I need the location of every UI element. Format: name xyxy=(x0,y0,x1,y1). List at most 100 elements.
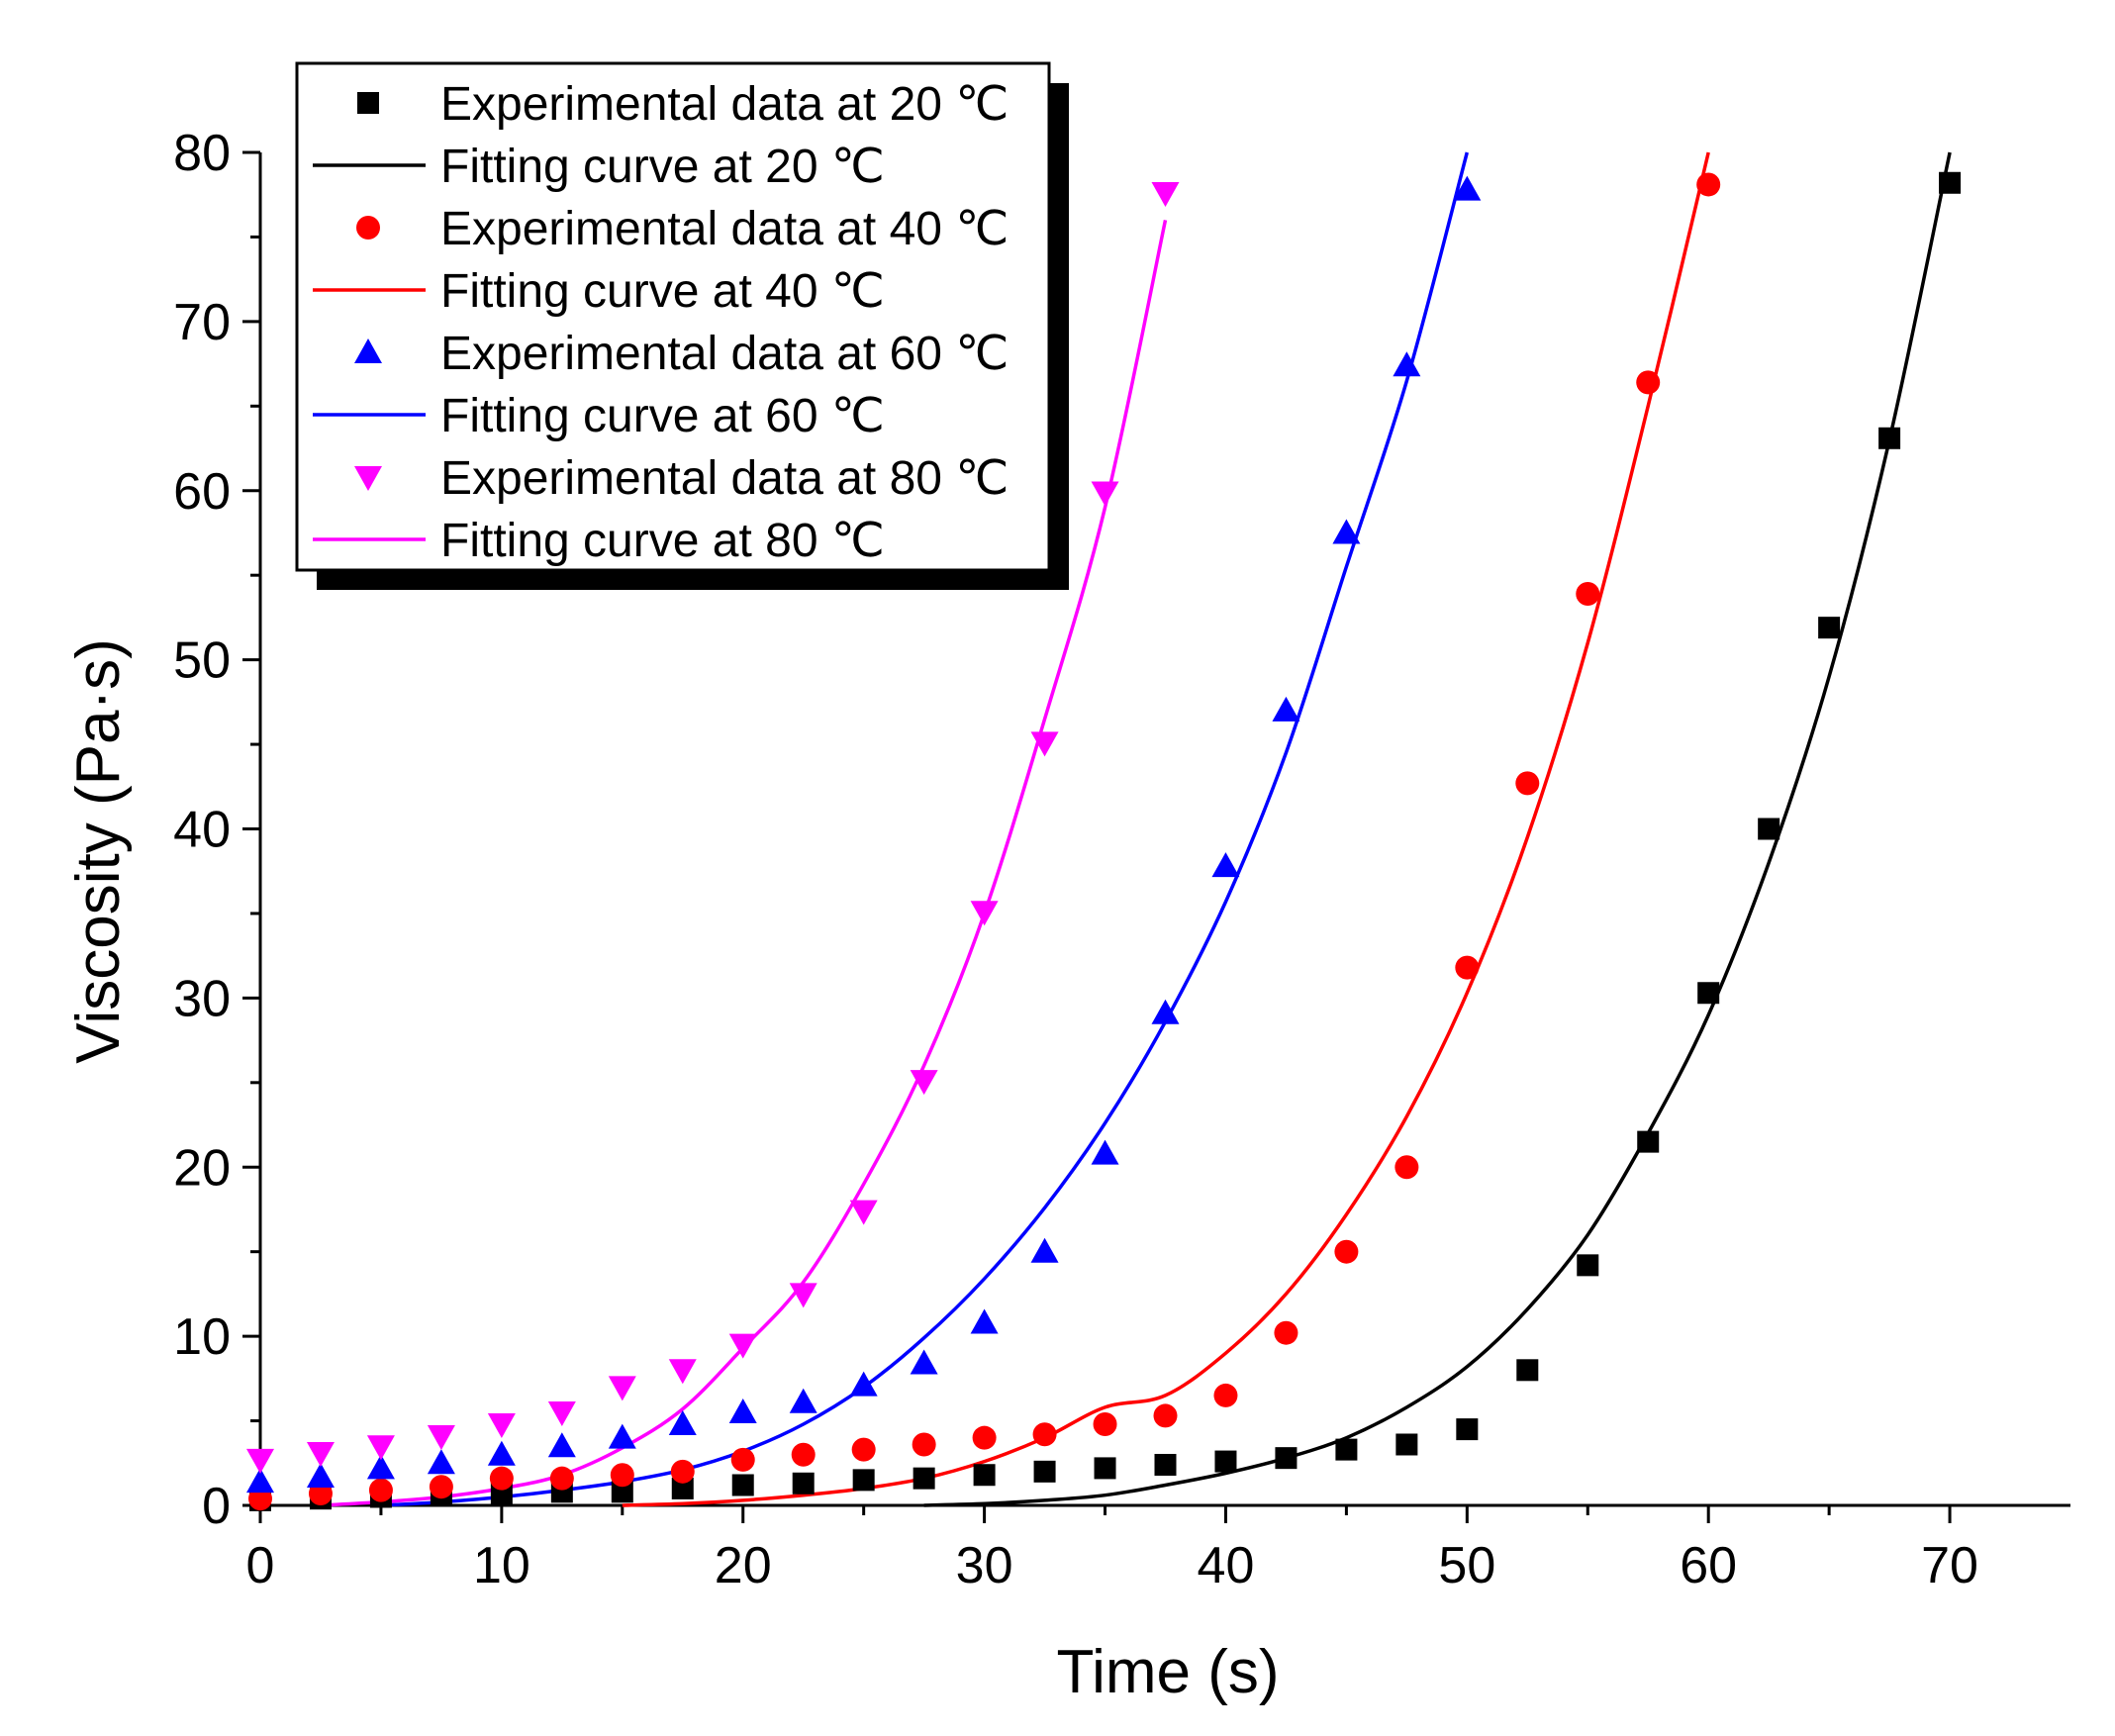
legend-entry-label: Fitting curve at 60 ℃ xyxy=(440,390,885,442)
x-axis-title: Time (s) xyxy=(1057,1638,1280,1706)
data-point xyxy=(1033,1460,1056,1483)
data-point xyxy=(1151,182,1180,208)
data-point xyxy=(427,1449,455,1475)
data-point xyxy=(1758,818,1780,840)
legend-marker-swatch xyxy=(354,466,382,491)
data-point xyxy=(1576,581,1600,606)
data-point xyxy=(910,1070,938,1096)
data-point xyxy=(1696,172,1721,197)
legend-entry-label: Experimental data at 60 ℃ xyxy=(440,328,1009,380)
legend-entry-label: Experimental data at 80 ℃ xyxy=(440,452,1009,505)
data-point xyxy=(1453,175,1482,201)
data-point xyxy=(368,1478,393,1502)
data-point xyxy=(306,1442,335,1468)
data-point xyxy=(791,1442,816,1467)
data-point xyxy=(1878,427,1901,449)
data-point xyxy=(970,1308,999,1334)
data-point xyxy=(487,1440,516,1466)
data-point xyxy=(1151,999,1180,1024)
data-point xyxy=(1577,1254,1599,1277)
x-tick-label: 20 xyxy=(715,1537,772,1594)
data-point xyxy=(1275,1447,1298,1470)
data-point xyxy=(668,1409,697,1435)
data-point xyxy=(1394,1155,1419,1180)
data-point xyxy=(366,1435,395,1461)
data-point xyxy=(246,1468,274,1494)
data-point xyxy=(1274,1320,1298,1345)
y-tick-label: 10 xyxy=(173,1308,231,1366)
y-tick-label: 0 xyxy=(202,1478,231,1535)
data-point xyxy=(1455,955,1480,980)
data-point xyxy=(611,1481,633,1503)
y-tick-label: 60 xyxy=(173,463,231,521)
data-point xyxy=(1697,982,1720,1005)
data-point xyxy=(1395,1433,1418,1456)
data-point xyxy=(1091,481,1119,507)
data-point xyxy=(1516,1359,1539,1382)
y-tick-label: 50 xyxy=(173,632,231,690)
data-point xyxy=(1636,370,1661,395)
data-point xyxy=(970,901,999,926)
data-point xyxy=(789,1283,817,1308)
data-point xyxy=(913,1467,935,1490)
fitting-curve-line xyxy=(380,151,1469,1507)
data-point xyxy=(1939,171,1962,194)
data-point xyxy=(487,1412,516,1438)
tick-labels: 0 10 20 30 40 50 60 70 0 10 20 30 40 50 60 70 80 xyxy=(173,125,1978,1594)
y-tick-label: 30 xyxy=(173,970,231,1027)
data-point xyxy=(547,1401,576,1427)
data-point xyxy=(246,1448,274,1474)
data-point xyxy=(668,1359,697,1385)
data-point xyxy=(1335,1438,1358,1461)
legend-marker-swatch xyxy=(354,338,382,363)
data-point xyxy=(671,1477,694,1499)
data-point xyxy=(1515,771,1540,796)
data-point xyxy=(1094,1457,1116,1480)
data-point xyxy=(248,1487,272,1511)
x-tick-label: 50 xyxy=(1438,1537,1495,1594)
data-point xyxy=(1030,1237,1059,1263)
data-points xyxy=(246,171,1962,1511)
x-tick-label: 60 xyxy=(1680,1537,1737,1594)
data-point xyxy=(1211,852,1240,878)
fitting-curve-line xyxy=(923,151,1952,1507)
legend-box xyxy=(295,61,1051,572)
legend-entry-label: Fitting curve at 20 ℃ xyxy=(440,141,885,193)
data-point xyxy=(1032,1422,1057,1447)
data-point xyxy=(849,1200,878,1225)
data-point xyxy=(731,1474,754,1496)
data-point xyxy=(728,1333,757,1359)
data-point xyxy=(366,1454,395,1480)
data-point xyxy=(1213,1383,1238,1407)
legend-entry-label: Fitting curve at 40 ℃ xyxy=(440,265,885,318)
data-point xyxy=(789,1388,817,1413)
x-tick-label: 40 xyxy=(1198,1537,1255,1594)
data-point xyxy=(851,1437,876,1462)
data-point xyxy=(972,1425,997,1450)
data-point xyxy=(1214,1450,1237,1473)
data-point xyxy=(549,1466,574,1491)
data-point xyxy=(1093,1411,1117,1436)
data-point xyxy=(1393,351,1421,377)
data-point xyxy=(1334,1239,1359,1264)
data-point xyxy=(670,1459,695,1484)
data-point xyxy=(973,1464,996,1487)
fitting-curve-line xyxy=(622,151,1710,1507)
legend-entry-label: Experimental data at 20 ℃ xyxy=(440,78,1009,131)
x-tick-label: 30 xyxy=(956,1537,1013,1594)
data-point xyxy=(728,1398,757,1424)
data-point xyxy=(910,1349,938,1375)
data-point xyxy=(1153,1403,1178,1428)
y-tick-label: 40 xyxy=(173,802,231,859)
data-point xyxy=(608,1423,636,1449)
data-point xyxy=(610,1463,634,1488)
y-tick-label: 70 xyxy=(173,294,231,351)
y-axis-title: Viscosity (Pa·s) xyxy=(64,638,133,1064)
data-point xyxy=(912,1432,936,1457)
data-point xyxy=(608,1376,636,1401)
data-point xyxy=(306,1462,335,1488)
y-tick-label: 20 xyxy=(173,1139,231,1197)
x-tick-label: 0 xyxy=(246,1537,275,1594)
